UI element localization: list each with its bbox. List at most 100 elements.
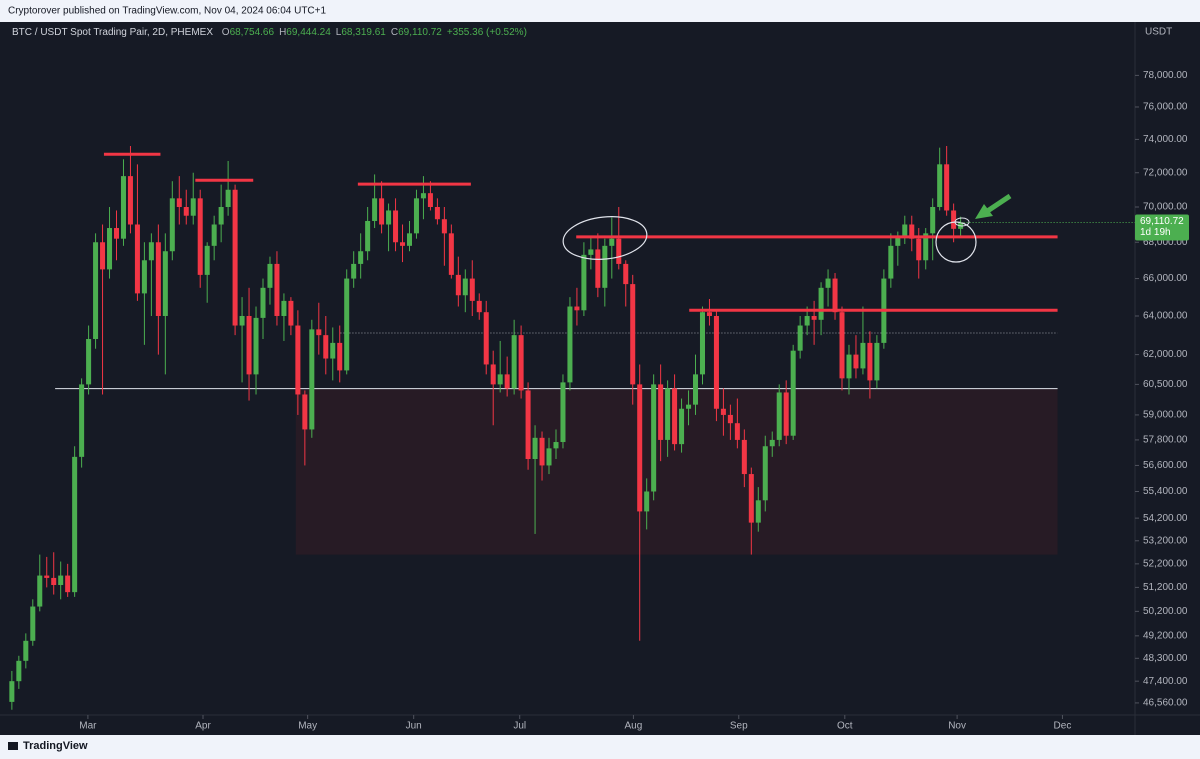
candle-body (616, 238, 622, 264)
candle-body (400, 242, 406, 246)
candle-body (358, 251, 364, 264)
candle-body (120, 176, 126, 239)
candle-body (169, 198, 175, 252)
candle-body (86, 339, 92, 385)
candle-body (295, 325, 301, 395)
candle-body (602, 245, 608, 288)
candle-body (37, 575, 43, 607)
y-tick-label: 60,500.00 (1143, 379, 1188, 390)
arrow-head (975, 204, 993, 219)
y-tick-label: 51,200.00 (1143, 582, 1188, 593)
y-tick-label: 54,200.00 (1143, 513, 1188, 524)
candle-body (818, 287, 824, 320)
ohlc-value: 69,110.72 (398, 27, 442, 38)
candle-body (267, 263, 273, 288)
candle-body (455, 274, 461, 296)
candle-body (686, 404, 692, 409)
top-bar (0, 0, 1200, 22)
candle-body (434, 206, 440, 220)
y-tick-label: 62,000.00 (1143, 349, 1188, 360)
candle-body (546, 448, 552, 466)
candle-body (225, 189, 231, 207)
ohlc-value: 68,319.61 (341, 27, 386, 38)
footer-bar (0, 735, 1200, 759)
candle-body (183, 206, 189, 216)
candle-body (679, 408, 685, 445)
x-tick-label: Mar (79, 721, 97, 732)
change-value: +355.36 (+0.52%) (447, 27, 527, 38)
brand-name: TradingView (23, 740, 88, 752)
candle-body (476, 300, 482, 313)
candle-body (288, 300, 294, 326)
candle-body (853, 354, 859, 369)
candle-body (497, 374, 503, 385)
candle-body (190, 198, 196, 216)
x-tick-label: Jul (513, 721, 526, 732)
published-note: Cryptorover published on TradingView.com… (8, 6, 326, 17)
candle-body (134, 224, 140, 294)
candle-body (93, 242, 99, 340)
candle-body (281, 300, 287, 316)
currency-label: USDT (1145, 27, 1172, 38)
candle-body (386, 210, 392, 225)
candle-body (148, 242, 154, 261)
legend-header: BTC / USDT Spot Trading Pair, 2D, PHEMEX… (12, 27, 527, 38)
candle-body (525, 390, 531, 460)
candle-body (441, 219, 447, 234)
candle-body (860, 342, 866, 369)
candle-body (609, 238, 615, 246)
candle-body (504, 374, 510, 389)
candle-body (811, 315, 817, 320)
candle-body (100, 242, 106, 270)
candle-body (197, 198, 203, 275)
candle-body (204, 245, 210, 275)
candle-body (107, 228, 113, 270)
candle-body (30, 606, 36, 641)
candle-body (825, 278, 831, 288)
candle-body (672, 388, 678, 445)
candle-body (141, 260, 147, 294)
ohlc-value: 68,754.66 (230, 27, 275, 38)
candle-body (176, 198, 182, 207)
candle-body (748, 474, 754, 523)
candle-body (253, 317, 259, 375)
candle-body (65, 575, 71, 593)
candle-body (532, 437, 538, 460)
highlight-circle (935, 221, 977, 263)
candle-body (260, 287, 266, 318)
highlight-circle (954, 217, 970, 227)
countdown-label: 1d 19h (1140, 227, 1171, 238)
candle-body (930, 206, 936, 234)
candle-body (755, 500, 761, 523)
y-tick-label: 68,000.00 (1143, 237, 1188, 248)
candle-body (162, 251, 168, 316)
candle-body (323, 335, 329, 359)
y-tick-label: 59,000.00 (1143, 410, 1188, 421)
candle-body (658, 384, 664, 440)
ohlc-key: L (336, 27, 342, 38)
candle-body (902, 224, 908, 237)
x-tick-label: Apr (195, 721, 211, 732)
candle-body (330, 342, 336, 359)
candle-body (720, 408, 726, 415)
candle-body (372, 198, 378, 221)
candle-body (888, 245, 894, 279)
candle-body (393, 210, 399, 243)
y-tick-label: 56,600.00 (1143, 460, 1188, 471)
candle-body (51, 577, 57, 586)
ohlc-key: O (222, 27, 230, 38)
candle-body (797, 325, 803, 351)
candle-body (72, 456, 78, 593)
y-tick-label: 70,000.00 (1143, 202, 1188, 213)
y-tick-label: 53,200.00 (1143, 535, 1188, 546)
candle-body (713, 315, 719, 409)
candle-body (706, 312, 712, 316)
candle-body (309, 329, 315, 430)
candle-body (490, 364, 496, 385)
candle-body (574, 306, 580, 311)
candle-body (427, 193, 433, 207)
candle-body (469, 278, 475, 301)
candle-body (909, 224, 915, 239)
